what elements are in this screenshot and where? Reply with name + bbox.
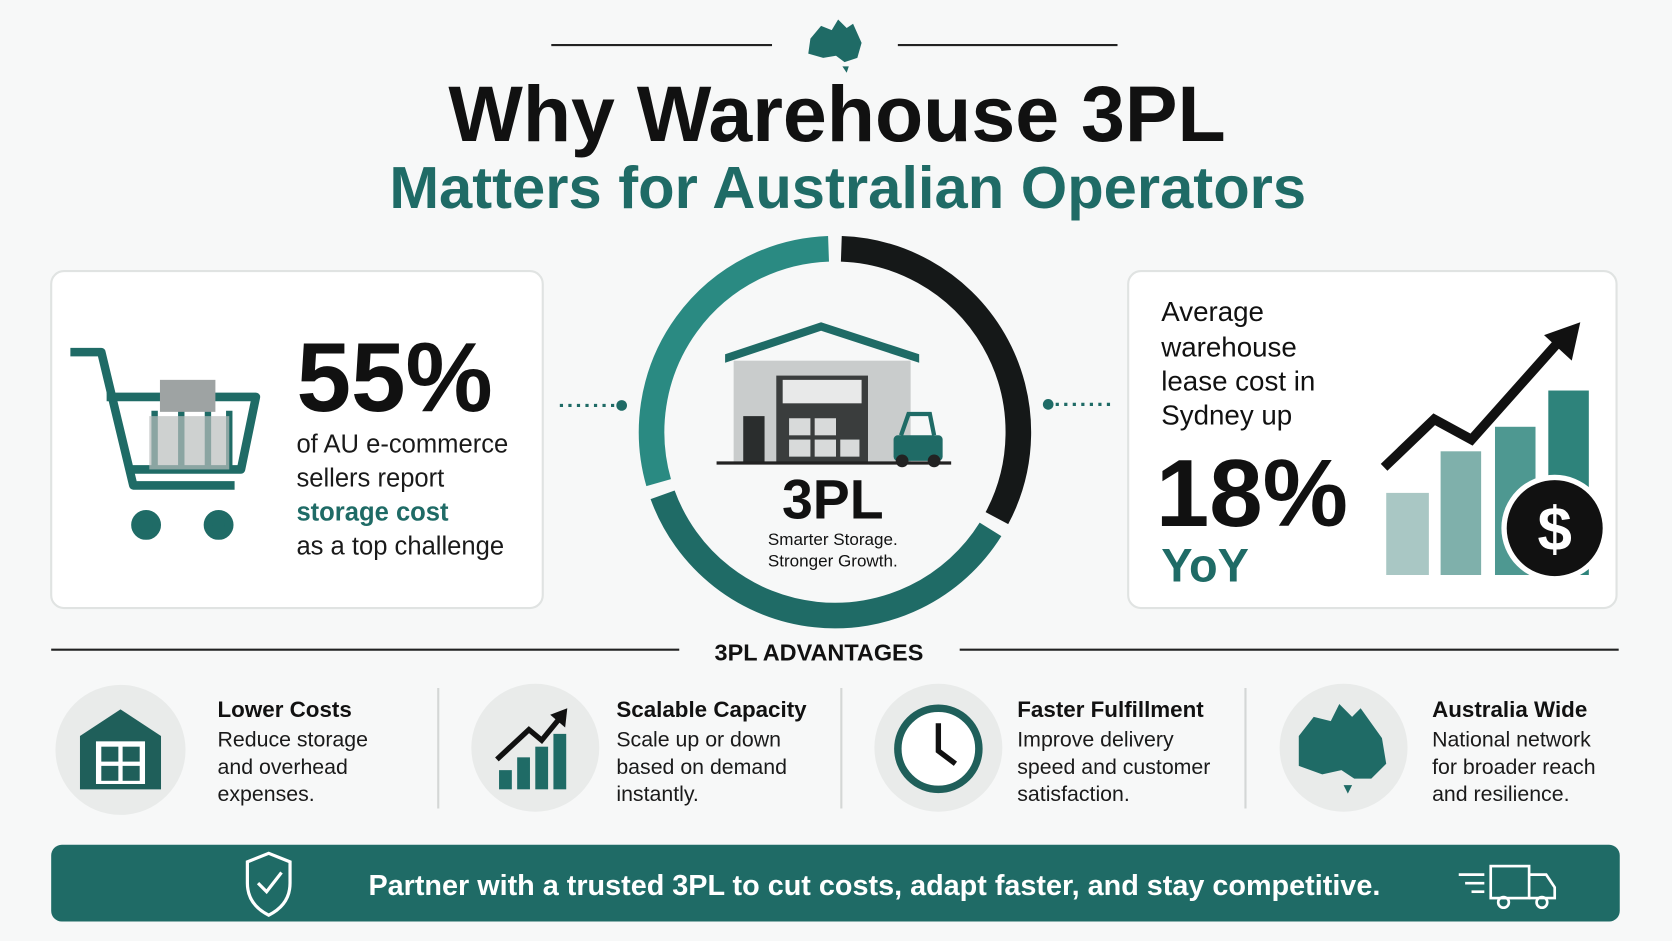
australia-icon <box>808 19 862 73</box>
advantage-description: Improve delivery <box>1017 728 1174 752</box>
advantage-description: and resilience. <box>1432 782 1569 806</box>
advantage-description: satisfaction. <box>1017 782 1130 806</box>
advantage-title: Lower Costs <box>218 697 352 722</box>
description-line: lease cost in <box>1161 366 1315 397</box>
description-line: sellers report <box>296 464 444 492</box>
stat-suffix: YoY <box>1161 539 1249 591</box>
tagline: Smarter Storage. <box>768 530 898 549</box>
advantage-description: Reduce storage <box>218 728 368 752</box>
banner-text: Partner with a trusted 3PL to cut costs,… <box>368 870 1380 902</box>
warehouse-icon <box>716 322 952 468</box>
advantage-title: Faster Fulfillment <box>1017 697 1204 722</box>
description-line: Sydney up <box>1161 400 1292 431</box>
subtitle: Matters for Australian Operators <box>389 154 1306 221</box>
left-card: 55% of AU e-commerce sellers report stor… <box>50 270 544 610</box>
advantage-items: Lower Costs Reduce storage and overhead exp… <box>218 697 1596 806</box>
description-line: Average <box>1161 296 1264 327</box>
svg-text:$: $ <box>1538 495 1572 564</box>
dividers <box>437 688 1247 809</box>
right-card: Average warehouse lease cost in Sydney u… <box>1127 270 1618 610</box>
advantage-title: Australia Wide <box>1432 697 1587 722</box>
advantage-icons <box>55 683 1408 815</box>
advantage-description: National network <box>1432 728 1591 752</box>
tagline: Stronger Growth. <box>768 551 898 570</box>
description-line: of AU e-commerce <box>296 430 508 458</box>
advantage-description: Scale up or down <box>616 728 781 752</box>
growth-icon: $ <box>1380 322 1609 582</box>
banner: Partner with a trusted 3PL to cut costs,… <box>51 844 1620 922</box>
title: Why Warehouse 3PL <box>448 70 1225 158</box>
advantage-description: and overhead <box>218 755 348 779</box>
center-label: 3PL <box>782 468 884 530</box>
header: Why Warehouse 3PL Matters for Australian… <box>389 19 1306 221</box>
center-ring <box>638 236 1032 629</box>
advantage-title: Scalable Capacity <box>616 697 807 722</box>
advantage-description: expenses. <box>218 782 315 806</box>
advantage-description: speed and customer <box>1017 755 1210 779</box>
advantage-description: instantly. <box>616 782 699 806</box>
section-heading: 3PL ADVANTAGES <box>715 639 924 665</box>
stat: 55% <box>296 322 492 432</box>
description-line: as a top challenge <box>296 533 504 561</box>
advantage-description: based on demand <box>616 755 787 779</box>
stat: 18% <box>1156 440 1348 547</box>
description-line: warehouse <box>1160 331 1297 362</box>
truck-icon <box>1458 864 1557 910</box>
highlight: storage cost <box>296 499 449 527</box>
advantage-description: for broader reach <box>1432 755 1596 779</box>
